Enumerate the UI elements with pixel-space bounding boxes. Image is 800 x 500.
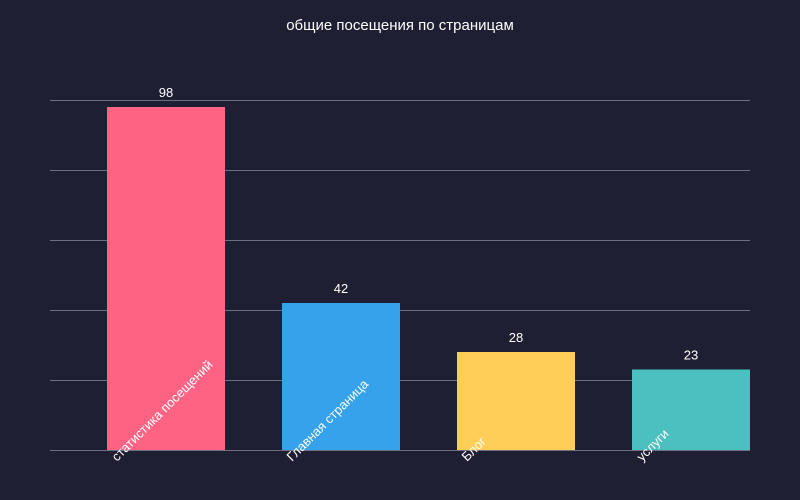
data-label: 98 xyxy=(159,85,173,100)
chart-title: общие посещения по страницам xyxy=(286,17,514,34)
data-label: 42 xyxy=(334,281,348,296)
bar[interactable] xyxy=(107,107,225,450)
data-label: 23 xyxy=(684,348,698,363)
data-label: 28 xyxy=(509,330,523,345)
value-labels: 98 42 28 23 xyxy=(159,85,698,363)
bars xyxy=(107,107,750,450)
bar[interactable] xyxy=(457,352,575,450)
bar[interactable] xyxy=(282,303,400,450)
bar[interactable] xyxy=(632,369,750,451)
